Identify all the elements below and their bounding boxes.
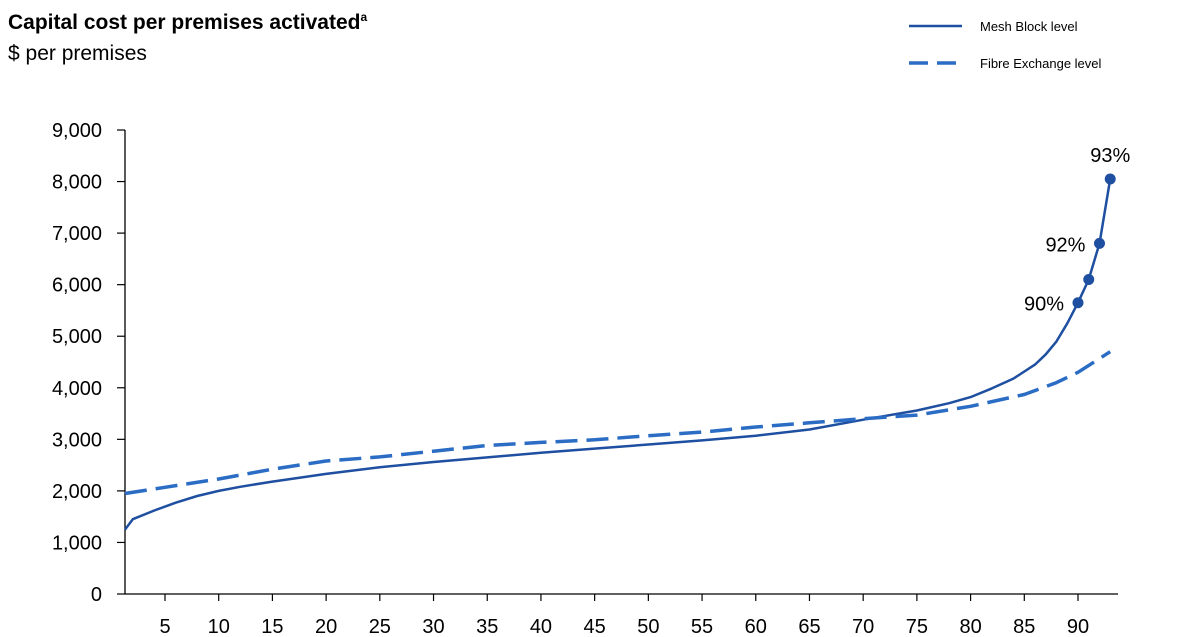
x-tick-label: 35 — [476, 616, 498, 637]
x-tick-label: 75 — [906, 616, 928, 637]
chart-legend: Mesh Block level Fibre Exchange level — [909, 19, 1102, 71]
y-tick-label: 4,000 — [52, 378, 102, 400]
x-tick-label: 45 — [584, 616, 606, 637]
y-tick-label: 5,000 — [52, 326, 102, 348]
y-tick-label: 0 — [91, 584, 102, 606]
y-tick-label: 8,000 — [52, 172, 102, 194]
x-tick-label: 30 — [422, 616, 444, 637]
legend-label: Fibre Exchange level — [980, 56, 1102, 71]
y-tick-label: 9,000 — [52, 120, 102, 142]
highlighted-point — [1104, 173, 1116, 185]
point-label: 90% — [1024, 294, 1064, 316]
x-tick-label: 40 — [530, 616, 552, 637]
y-tick-label: 2,000 — [52, 481, 102, 503]
series-line-fibre-exchange — [124, 350, 1112, 496]
x-tick-label: 80 — [959, 616, 981, 637]
y-tick-label: 1,000 — [52, 532, 102, 554]
x-tick-label: 25 — [369, 616, 391, 637]
y-tick-label: 6,000 — [52, 275, 102, 297]
x-tick-label: 55 — [691, 616, 713, 637]
point-label: 92% — [1045, 234, 1085, 256]
highlighted-point — [1093, 237, 1105, 249]
chart-title-text: Capital cost per premises activated — [8, 11, 361, 34]
x-tick-label: 10 — [208, 616, 230, 637]
y-tick-label: 7,000 — [52, 223, 102, 245]
x-tick-label: 20 — [315, 616, 337, 637]
x-tick-label: 60 — [745, 616, 767, 637]
highlighted-points-layer: 90% 92% 93% — [1024, 145, 1130, 316]
chart-title: Capital cost per premises activateda — [8, 10, 367, 35]
x-tick-label: 70 — [852, 616, 874, 637]
series-line-mesh-block — [124, 178, 1112, 531]
x-tick-label: 65 — [798, 616, 820, 637]
x-tick-label: 85 — [1013, 616, 1035, 637]
highlighted-point — [1072, 297, 1084, 309]
series-layer — [124, 178, 1112, 531]
chart-subtitle: $ per premises — [8, 42, 147, 65]
chart-title-footnote-marker: a — [360, 10, 368, 24]
chart-axes: 0 1,000 2,000 3,000 4,000 5,000 6,000 7,000 8,00… — [52, 120, 1118, 637]
x-tick-label: 5 — [159, 616, 170, 637]
x-tick-label: 50 — [637, 616, 659, 637]
legend-label: Mesh Block level — [980, 19, 1078, 34]
highlighted-point — [1083, 274, 1095, 286]
x-tick-label: 90 — [1067, 616, 1089, 637]
y-tick-label: 3,000 — [52, 429, 102, 451]
point-label: 93% — [1090, 145, 1130, 167]
x-tick-label: 15 — [261, 616, 283, 637]
